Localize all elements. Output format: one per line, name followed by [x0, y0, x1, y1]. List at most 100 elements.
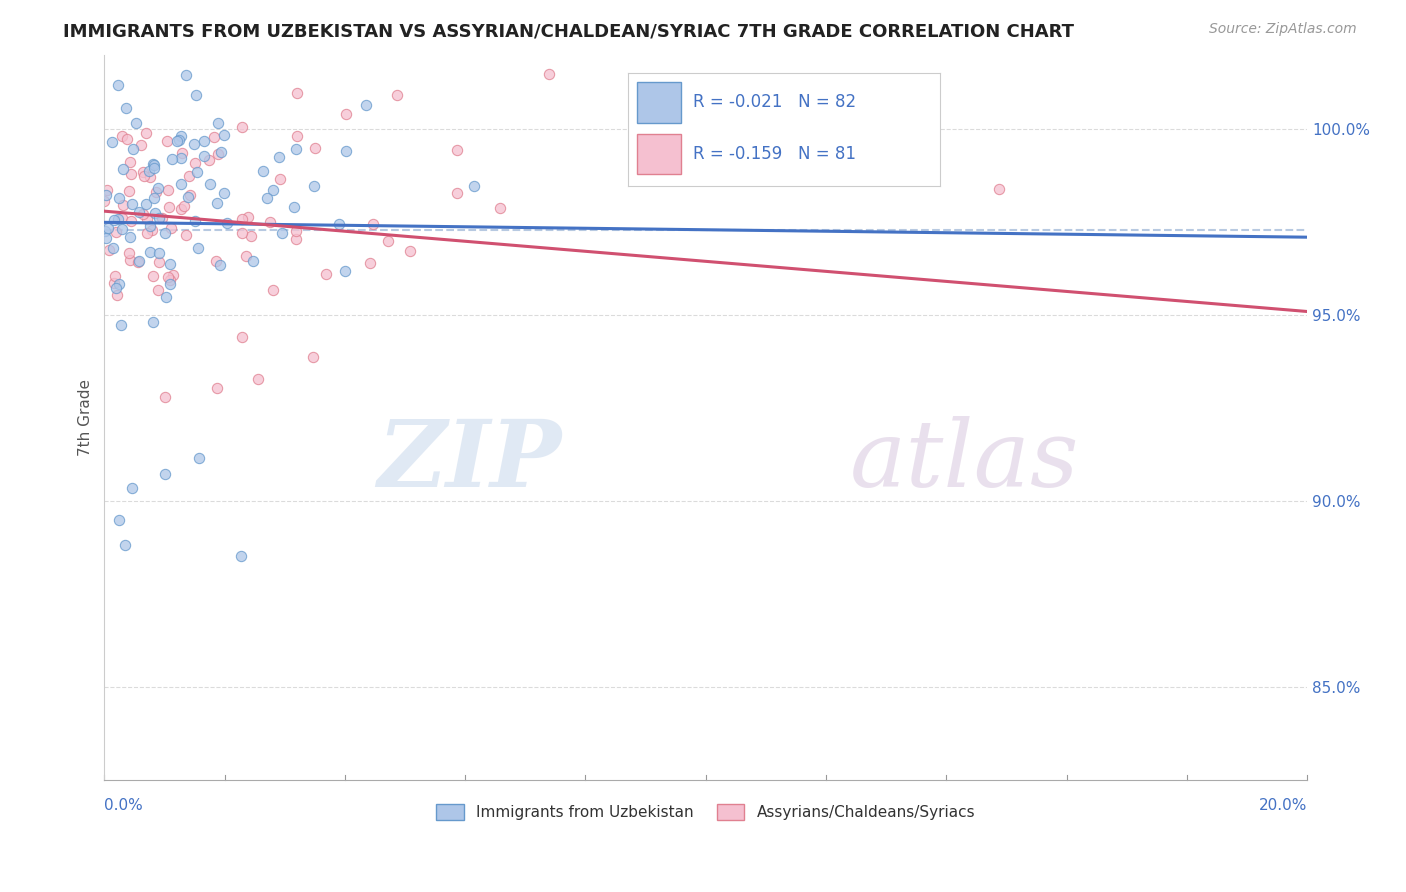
- Point: [209, 145, 232, 159]
- Point: [198, 153, 221, 167]
- Point: [98, 243, 121, 257]
- Point: [96, 187, 118, 202]
- Point: [207, 116, 229, 130]
- Point: [231, 212, 253, 227]
- Point: [103, 277, 125, 291]
- Point: [283, 200, 305, 214]
- Point: [304, 140, 326, 154]
- Point: [173, 199, 195, 213]
- Point: [184, 87, 207, 102]
- Point: [187, 241, 209, 255]
- Point: [207, 147, 229, 161]
- Point: [231, 330, 253, 344]
- Point: [174, 69, 197, 83]
- Point: [335, 144, 357, 158]
- Point: [207, 380, 229, 394]
- Point: [285, 128, 308, 143]
- Point: [247, 372, 270, 386]
- Point: [127, 254, 149, 268]
- Point: [284, 142, 307, 156]
- Point: [177, 190, 200, 204]
- Text: 0.0%: 0.0%: [104, 798, 143, 814]
- Point: [111, 128, 134, 143]
- Point: [354, 98, 377, 112]
- Point: [148, 181, 170, 195]
- Point: [159, 273, 181, 287]
- Point: [135, 126, 157, 140]
- Point: [155, 134, 177, 148]
- Point: [160, 220, 183, 235]
- Point: [235, 249, 257, 263]
- Point: [186, 165, 208, 179]
- Point: [128, 204, 150, 219]
- Point: [142, 158, 165, 172]
- Point: [132, 207, 155, 221]
- Point: [139, 219, 162, 233]
- Point: [148, 211, 170, 226]
- Point: [129, 138, 152, 153]
- Point: [159, 277, 181, 291]
- Point: [193, 134, 215, 148]
- Point: [252, 163, 274, 178]
- Point: [198, 177, 221, 191]
- Point: [537, 67, 560, 81]
- Point: [107, 78, 129, 92]
- Point: [138, 164, 160, 178]
- Point: [143, 206, 166, 220]
- Point: [96, 231, 118, 245]
- Point: [105, 281, 128, 295]
- Point: [124, 116, 146, 130]
- Point: [239, 228, 262, 243]
- Point: [139, 244, 162, 259]
- Point: [100, 135, 122, 149]
- Point: [143, 191, 166, 205]
- Legend: Immigrants from Uzbekistan, Assyrians/Chaldeans/Syriacs: Immigrants from Uzbekistan, Assyrians/Ch…: [430, 798, 981, 826]
- Point: [155, 290, 177, 304]
- Point: [139, 169, 162, 184]
- Point: [101, 241, 124, 255]
- Point: [105, 287, 128, 301]
- Point: [121, 142, 143, 156]
- Point: [160, 152, 183, 166]
- Point: [166, 134, 188, 148]
- Point: [463, 178, 485, 193]
- Point: [212, 186, 235, 201]
- Point: [262, 183, 284, 197]
- Point: [202, 130, 225, 145]
- Point: [107, 277, 129, 291]
- Point: [170, 145, 193, 160]
- Point: [114, 538, 136, 552]
- Point: [118, 184, 141, 198]
- Point: [285, 86, 308, 100]
- Point: [170, 202, 193, 216]
- Point: [148, 255, 170, 269]
- Point: [209, 258, 232, 272]
- Point: [229, 549, 252, 563]
- Point: [108, 513, 131, 527]
- Point: [145, 185, 167, 199]
- Point: [387, 87, 409, 102]
- Point: [193, 149, 215, 163]
- Point: [285, 224, 308, 238]
- Point: [150, 211, 173, 225]
- Point: [179, 169, 201, 183]
- Point: [256, 191, 278, 205]
- Point: [159, 257, 181, 271]
- Point: [118, 229, 141, 244]
- Point: [134, 169, 156, 183]
- Point: [157, 269, 180, 284]
- Point: [315, 268, 337, 282]
- Point: [271, 226, 294, 240]
- Point: [236, 210, 259, 224]
- Point: [361, 217, 384, 231]
- Point: [120, 213, 142, 227]
- Point: [136, 211, 159, 226]
- Point: [135, 226, 157, 240]
- Point: [359, 256, 381, 270]
- Point: [148, 246, 170, 260]
- Point: [162, 268, 184, 283]
- Point: [121, 481, 143, 495]
- Point: [142, 161, 165, 175]
- Point: [399, 244, 422, 259]
- Point: [135, 196, 157, 211]
